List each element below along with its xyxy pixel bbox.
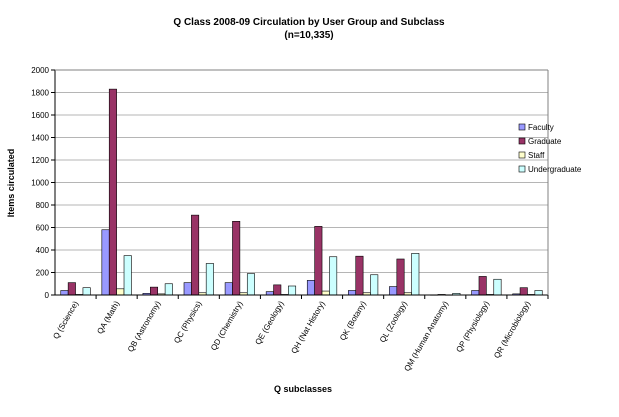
x-tick-label: QC (Physics): [172, 299, 204, 345]
chart-subtitle: (n=10,335): [284, 30, 333, 41]
legend: Faculty Graduate Staff Undergraduate: [518, 123, 582, 174]
bar-graduate-7: [355, 255, 364, 296]
bar-faculty-8: [389, 286, 398, 296]
legend-swatch: [518, 123, 526, 131]
legend-swatch: [518, 165, 526, 173]
y-tick-label: 1200: [31, 156, 49, 165]
chart-title: Q Class 2008-09 Circulation by User Grou…: [173, 17, 445, 28]
x-tick-label: QA (Math): [95, 299, 121, 335]
bar-staff-1: [116, 288, 125, 296]
x-tick-label: QE (Geology): [253, 299, 285, 346]
x-tick-label: QH (Nat History): [289, 299, 327, 355]
y-tick-label: 1600: [31, 111, 49, 120]
x-tick-label: QK (Botany): [338, 299, 368, 342]
y-tick-label: 2000: [31, 66, 49, 75]
bar-undergraduate-3: [205, 263, 214, 296]
bar-graduate-4: [232, 221, 241, 296]
bar-undergraduate-11: [534, 290, 543, 296]
y-tick-label: 1400: [31, 134, 49, 143]
x-tick-label: QM (Human Anatomy): [402, 299, 450, 373]
bar-graduate-11: [519, 287, 528, 296]
y-tick-label: 200: [36, 269, 50, 278]
bar-graduate-3: [191, 214, 200, 296]
y-tick-label: 400: [36, 246, 50, 255]
bar-faculty-4: [224, 282, 233, 296]
y-axis-label: Items circulated: [6, 149, 16, 218]
bar-faculty-10: [471, 290, 480, 296]
plot-area: 0 200 400 600 800 1000 1200 1400 1600 1800 2000 Q (…: [31, 66, 549, 373]
bar-undergraduate-10: [493, 278, 502, 296]
bar-undergraduate-7: [370, 274, 379, 296]
legend-swatch: [518, 151, 526, 159]
bar-graduate-6: [314, 226, 323, 296]
bar-graduate-1: [108, 88, 117, 296]
y-tick-label: 0: [45, 291, 50, 300]
bar-graduate-2: [150, 286, 159, 296]
legend-label: Faculty: [528, 123, 554, 132]
bar-graduate-0: [67, 282, 76, 296]
x-tick-label: QR (Microbiology): [492, 299, 532, 360]
bar-undergraduate-1: [123, 255, 132, 296]
legend-label: Staff: [528, 151, 545, 160]
bar-undergraduate-6: [329, 256, 338, 296]
bar-faculty-6: [306, 280, 315, 296]
x-axis-label: Q subclasses: [274, 384, 332, 394]
x-tick-label: QD (Chemistry): [209, 299, 245, 352]
bar-graduate-8: [396, 258, 405, 296]
bar-undergraduate-2: [164, 283, 173, 296]
x-tick-label: QP (Physiology): [454, 299, 491, 354]
bar-graduate-10: [478, 276, 487, 296]
bar-faculty-3: [183, 282, 192, 296]
bar-undergraduate-4: [246, 273, 255, 296]
bar-faculty-0: [60, 290, 69, 296]
bar-undergraduate-8: [411, 253, 420, 296]
legend-swatch: [518, 137, 526, 145]
bar-undergraduate-0: [82, 287, 91, 296]
x-tick-label: QL (Zoology): [378, 299, 409, 344]
legend-label: Graduate: [528, 137, 562, 146]
x-tick-label: Q (Science): [51, 299, 80, 340]
bar-undergraduate-5: [288, 285, 297, 296]
y-tick-label: 1000: [31, 179, 49, 188]
bar-faculty-5: [265, 291, 274, 296]
legend-label: Undergraduate: [528, 165, 582, 174]
y-tick-label: 600: [36, 224, 50, 233]
y-tick-label: 1800: [31, 89, 49, 98]
bar-faculty-1: [101, 229, 110, 296]
bar-faculty-7: [348, 290, 357, 296]
y-tick-label: 800: [36, 201, 50, 210]
bar-staff-6: [321, 290, 330, 296]
bar-graduate-5: [273, 284, 282, 296]
x-tick-label: QB (Astronomy): [126, 299, 163, 353]
